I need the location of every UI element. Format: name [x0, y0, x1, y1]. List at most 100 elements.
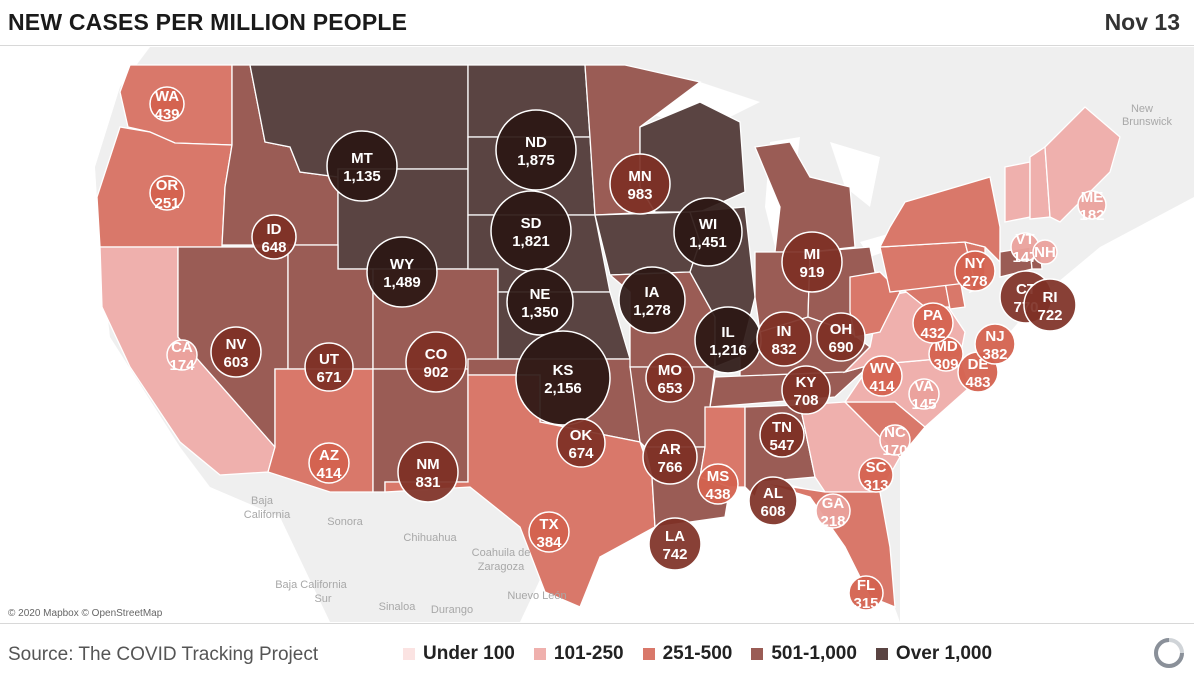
state-abbr-label: OK	[570, 427, 593, 444]
state-value-label: 439	[154, 106, 179, 123]
legend-item[interactable]: 501-1,000	[751, 643, 857, 665]
state-abbr-label: ND	[525, 134, 547, 151]
footer: Source: The COVID Tracking Project Under…	[0, 623, 1194, 682]
state-value-label: 315	[853, 595, 878, 612]
bubble-ky[interactable]	[781, 365, 831, 415]
choropleth-map[interactable]: Baja California Sonora Chihuahua Coahuila de…	[0, 47, 1194, 622]
legend-swatch	[642, 648, 655, 660]
bubble-mn[interactable]	[609, 153, 671, 215]
bubble-mt[interactable]	[326, 130, 398, 202]
state-abbr-label: WY	[390, 256, 414, 273]
legend-label: 251-500	[662, 643, 733, 664]
legend-item[interactable]: Over 1,000	[875, 643, 992, 665]
state-abbr-label: UT	[319, 351, 339, 368]
bubble-in[interactable]	[756, 311, 812, 367]
bubble-al[interactable]	[748, 476, 798, 526]
state-value-label: 902	[423, 364, 448, 381]
state-me[interactable]	[1044, 106, 1121, 223]
state-abbr-label: AL	[763, 485, 783, 502]
bubble-wi[interactable]	[673, 197, 743, 267]
state-value-label: 174	[169, 357, 195, 374]
bubble-pa[interactable]	[912, 302, 954, 344]
state-value-label: 384	[536, 534, 562, 551]
bubble-wv[interactable]	[861, 355, 903, 397]
state-abbr-label: ME	[1081, 189, 1104, 206]
bubble-fl[interactable]	[848, 575, 884, 611]
bubble-nm[interactable]	[397, 441, 459, 503]
bubble-ri[interactable]	[1023, 278, 1077, 332]
bubble-ok[interactable]	[556, 418, 606, 468]
state-value-label: 218	[820, 513, 845, 530]
bubble-tx[interactable]	[528, 511, 570, 553]
state-value-label: 182	[1079, 207, 1104, 224]
bubble-wy[interactable]	[366, 236, 438, 308]
state-abbr-label: CO	[425, 346, 448, 363]
bubble-nd[interactable]	[495, 109, 577, 191]
state-value-label: 382	[982, 346, 1007, 363]
state-value-label: 1,216	[709, 342, 747, 359]
state-vt[interactable]	[1004, 161, 1031, 223]
legend-swatch	[751, 648, 764, 660]
bubble-ny[interactable]	[954, 250, 996, 292]
bubble-ks[interactable]	[515, 330, 611, 426]
bubble-ga[interactable]	[815, 493, 851, 529]
state-value-label: 919	[799, 264, 824, 281]
state-value-label: 674	[568, 445, 594, 462]
source-label: Source: The COVID Tracking Project	[8, 644, 319, 665]
state-abbr-label: MT	[351, 150, 373, 167]
state-abbr-label: AZ	[319, 447, 339, 464]
legend-item[interactable]: Under 100	[403, 643, 515, 665]
state-value-label: 432	[920, 325, 945, 342]
state-abbr-label: MO	[658, 362, 682, 379]
state-abbr-label: IN	[777, 323, 792, 340]
legend-swatch	[533, 648, 546, 660]
atlantic-ocean	[900, 197, 1194, 622]
state-mi[interactable]	[754, 141, 856, 253]
state-value-label: 983	[627, 186, 652, 203]
bubble-id[interactable]	[251, 214, 297, 260]
state-value-label: 722	[1037, 307, 1062, 324]
state-abbr-label: SC	[866, 459, 887, 476]
bubble-nj[interactable]	[974, 323, 1016, 365]
state-abbr-label: SD	[521, 215, 542, 232]
bubble-mi[interactable]	[781, 231, 843, 293]
bubble-or[interactable]	[149, 175, 185, 211]
legend-label: 101-250	[553, 643, 624, 664]
bubble-ar[interactable]	[642, 429, 698, 485]
place-label-durango: Durango	[431, 604, 473, 616]
legend-item[interactable]: 101-250	[533, 643, 624, 665]
bubble-la[interactable]	[648, 517, 702, 571]
bubble-nh[interactable]	[1032, 239, 1058, 265]
bubble-me[interactable]	[1077, 190, 1107, 220]
bubble-sc[interactable]	[858, 457, 894, 493]
place-label-newbrunswick1: New	[1131, 103, 1153, 115]
bubble-nv[interactable]	[210, 326, 262, 378]
state-abbr-label: MS	[707, 468, 730, 485]
state-value-label: 278	[962, 273, 987, 290]
place-label-chihuahua: Chihuahua	[403, 532, 457, 544]
bubble-ia[interactable]	[618, 266, 686, 334]
legend-item[interactable]: 251-500	[642, 643, 733, 665]
state-value-label: 438	[705, 486, 730, 503]
state-wv[interactable]	[849, 271, 901, 338]
bubble-ut[interactable]	[304, 342, 354, 392]
bubble-va[interactable]	[908, 378, 940, 410]
bubble-ms[interactable]	[697, 463, 739, 505]
bubble-nc[interactable]	[879, 424, 911, 456]
map-attribution[interactable]: © 2020 Mapbox © OpenStreetMap	[8, 608, 163, 619]
legend-label: 501-1,000	[771, 643, 857, 664]
bubble-az[interactable]	[308, 442, 350, 484]
bubble-ne[interactable]	[506, 268, 574, 336]
bubble-wa[interactable]	[149, 86, 185, 122]
state-value-label: 147	[1012, 249, 1037, 266]
bubble-mo[interactable]	[645, 353, 695, 403]
place-label-zaragoza: Zaragoza	[478, 561, 525, 573]
state-value-label: 608	[760, 503, 785, 520]
bubble-tn[interactable]	[759, 412, 805, 458]
bubble-co[interactable]	[405, 331, 467, 393]
bubble-ca[interactable]	[166, 339, 198, 371]
state-value-label: 1,350	[521, 304, 559, 321]
place-labels: Baja California Sonora Chihuahua Coahuila de…	[244, 103, 1173, 616]
bubble-oh[interactable]	[816, 312, 866, 362]
state-ny[interactable]	[878, 176, 1001, 264]
